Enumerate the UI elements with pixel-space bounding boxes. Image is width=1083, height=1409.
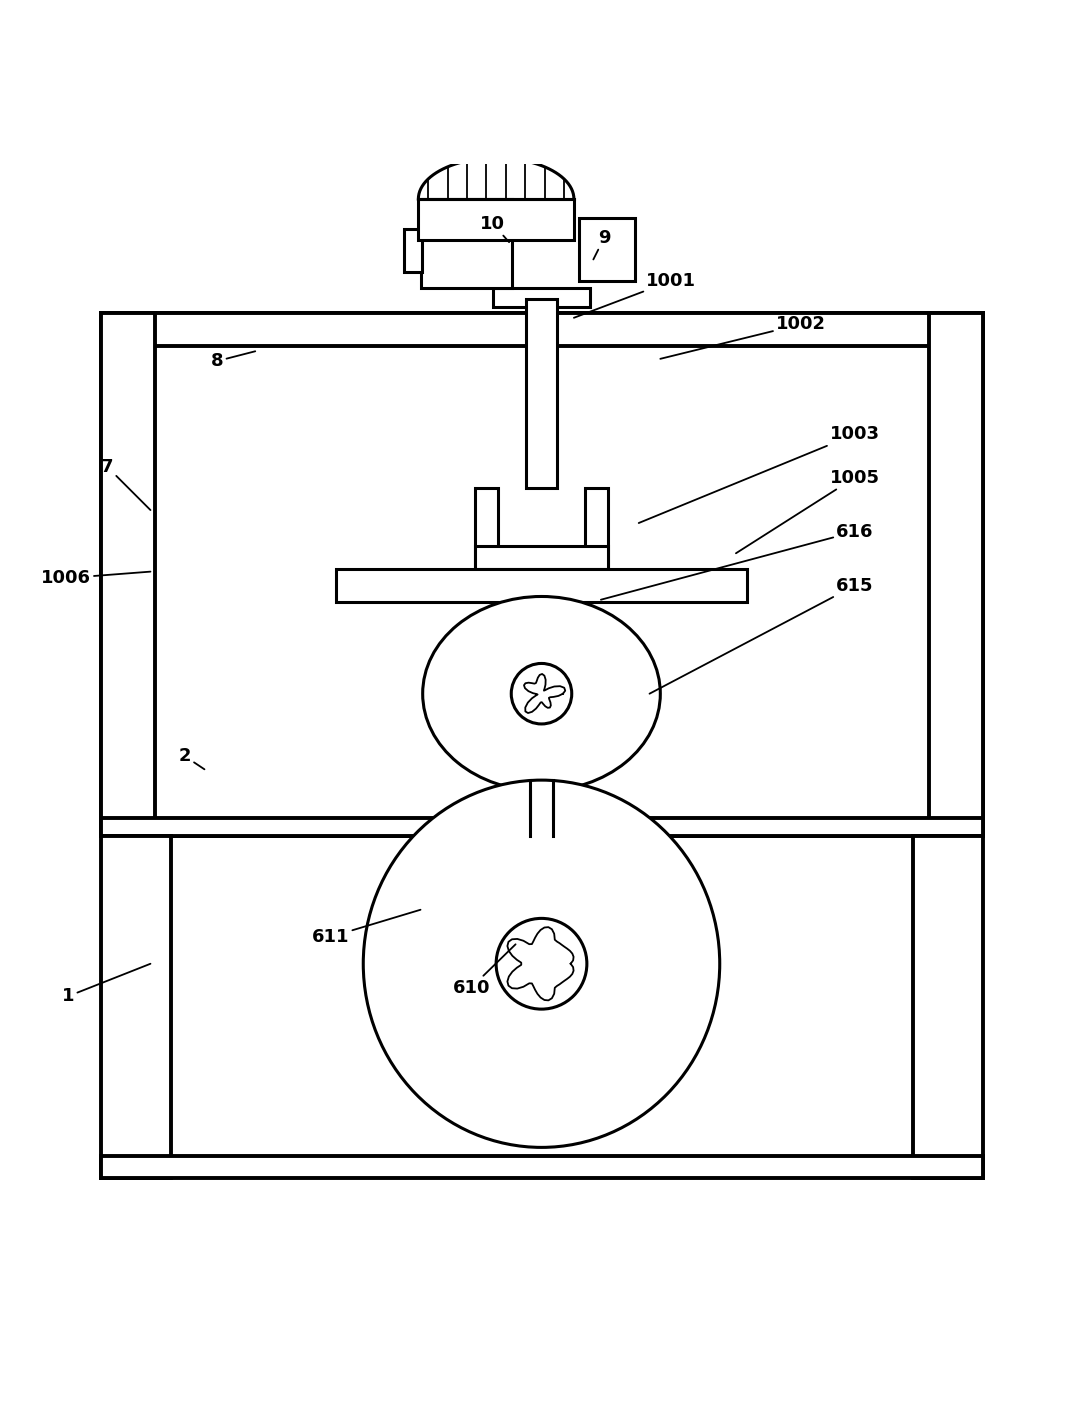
- Bar: [493, 287, 590, 307]
- Bar: [101, 1155, 983, 1178]
- Text: 7: 7: [101, 458, 151, 510]
- Bar: [101, 313, 155, 837]
- Bar: [913, 837, 983, 1178]
- Bar: [518, 602, 565, 633]
- Bar: [101, 837, 171, 1178]
- Text: 1: 1: [62, 964, 151, 1005]
- Text: 2: 2: [179, 747, 205, 769]
- Text: 610: 610: [453, 944, 516, 996]
- Bar: [336, 569, 747, 602]
- Bar: [585, 489, 609, 569]
- Ellipse shape: [363, 781, 720, 1147]
- Bar: [101, 313, 983, 837]
- Text: 615: 615: [650, 576, 874, 693]
- Circle shape: [511, 664, 572, 724]
- Text: 1002: 1002: [661, 316, 825, 359]
- Bar: [101, 817, 983, 837]
- Circle shape: [496, 919, 587, 1009]
- Text: 1006: 1006: [41, 569, 151, 588]
- Text: 1005: 1005: [736, 469, 879, 554]
- Text: 1003: 1003: [639, 426, 879, 523]
- Text: 1001: 1001: [574, 272, 696, 318]
- Bar: [101, 313, 983, 345]
- Text: 616: 616: [601, 523, 874, 600]
- Bar: [579, 218, 636, 280]
- Bar: [418, 199, 574, 240]
- Bar: [404, 230, 421, 272]
- Text: 10: 10: [481, 214, 509, 242]
- Bar: [420, 199, 512, 287]
- Text: 8: 8: [211, 351, 256, 371]
- Polygon shape: [522, 678, 561, 707]
- Bar: [526, 300, 557, 489]
- Text: 9: 9: [593, 228, 611, 259]
- Bar: [929, 313, 983, 837]
- Bar: [534, 633, 549, 678]
- Ellipse shape: [422, 596, 661, 790]
- Bar: [474, 545, 609, 569]
- Text: 611: 611: [312, 910, 420, 945]
- Bar: [474, 489, 498, 569]
